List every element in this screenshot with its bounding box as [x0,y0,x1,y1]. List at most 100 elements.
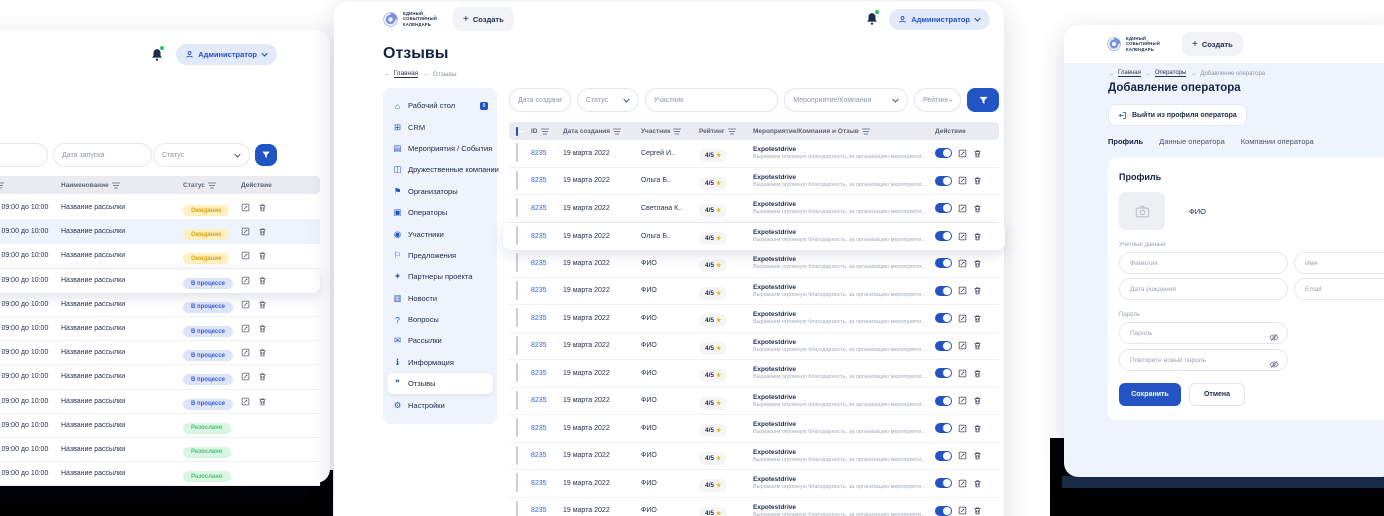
delete-button[interactable] [973,286,982,295]
rating-select[interactable]: Рейтинг [914,88,961,112]
edit-button[interactable] [958,424,967,433]
edit-button[interactable] [958,204,967,213]
tab[interactable]: Компании оператора [1240,137,1314,146]
delete-button[interactable] [258,251,267,260]
visibility-toggle[interactable] [935,395,952,406]
table-row[interactable]: 8235 19 марта 2022 Сергей И.. 4/5 ★ Expo… [509,140,999,168]
table-row[interactable]: 8235 19 марта 2022 Ольга Б.. 4/5 ★ Expot… [503,222,1005,250]
app-logo[interactable]: ЕДИНЫЙ СОБЫТИЙНЫЙ КАЛЕНДАРЬ [1106,36,1160,52]
visibility-toggle[interactable] [935,285,952,296]
review-id-link[interactable]: 8235 [531,342,547,350]
table-row[interactable]: 8235 19 марта 2022 ФИО 4/5 ★ Expotestdri… [509,277,999,305]
edit-button[interactable] [241,227,250,236]
table-row[interactable]: 8235 19 марта 2022 Ольга Б.. 4/5 ★ Expot… [509,167,999,195]
visibility-toggle[interactable] [935,203,952,214]
col-header-name[interactable]: Наименование [61,182,183,189]
col-header-participant[interactable]: Участник [641,128,699,135]
exit-operator-profile-button[interactable]: Выйти из профиля оператора [1108,104,1247,126]
sidebar-item[interactable]: ? Вопросы [387,309,493,330]
table-row[interactable]: с 09:00 до 10:00 Название рассылки Разос… [0,437,320,463]
sidebar-item[interactable]: ◉ Участники [393,228,444,239]
notifications-bell-icon[interactable] [865,9,881,27]
edit-button[interactable] [958,314,967,323]
event-company-select[interactable]: Мероприятие/Компания [784,88,908,112]
row-checkbox[interactable] [516,500,518,516]
table-row[interactable]: 8235 19 марта 2022 ФИО 4/5 ★ Expotestdri… [509,250,999,278]
participant-input[interactable] [644,88,779,112]
visibility-toggle[interactable] [935,450,952,461]
review-id-link[interactable]: 8235 [531,479,547,487]
last-name-input[interactable] [1119,252,1288,274]
apply-filters-button[interactable] [255,144,277,166]
table-row[interactable]: с 09:00 до 10:00 Название рассылки В про… [0,341,320,366]
col-header-review[interactable]: Мероприятие/Компания и Отзыв [753,128,935,135]
sidebar-item[interactable]: ⚙ Настройки [393,399,445,410]
tab[interactable]: Данные оператора [1159,137,1225,146]
edit-button[interactable] [241,276,250,285]
delete-button[interactable] [973,232,982,241]
table-row[interactable]: 8235 19 марта 2022 ФИО 4/5 ★ Expotestdri… [509,442,999,470]
cutoff-filter-input[interactable] [0,143,48,167]
delete-button[interactable] [973,479,982,488]
edit-button[interactable] [958,286,967,295]
edit-button[interactable] [958,149,967,158]
create-button[interactable]: + Создать [1182,32,1243,56]
visibility-toggle[interactable] [935,175,952,186]
email-input[interactable] [1294,278,1384,300]
status-select[interactable]: Статус [576,88,639,112]
visibility-toggle[interactable] [935,340,952,351]
delete-button[interactable] [973,369,982,378]
table-row[interactable]: с 09:00 до 10:00 Название рассылки Ожида… [0,196,320,221]
sidebar-item[interactable]: ▣ Операторы [393,207,448,218]
launch-date-field[interactable] [62,151,143,159]
row-checkbox[interactable] [516,335,518,355]
sidebar-item[interactable]: ⌂ Рабочий стол 8 [387,95,493,116]
edit-button[interactable] [958,341,967,350]
row-checkbox[interactable] [516,445,518,465]
table-row[interactable]: с 09:00 до 10:00 Название рассылки В про… [0,365,320,390]
delete-button[interactable] [973,314,982,323]
table-row[interactable]: с 09:00 до 10:00 Название рассылки Разос… [0,413,320,438]
col-header-status[interactable]: Статус [183,182,241,189]
row-checkbox[interactable] [516,418,518,438]
sidebar-item[interactable]: ⚑ Организаторы [393,185,458,196]
row-checkbox[interactable] [516,363,518,383]
sidebar-item[interactable]: ✦ Партнеры проекта [393,271,473,282]
create-button[interactable]: + Создать [453,7,514,31]
table-row[interactable]: с 09:00 до 10:00 Название рассылки В про… [0,389,320,414]
table-row[interactable]: с 09:00 до 10:00 Название рассылки В про… [0,268,320,293]
visibility-toggle[interactable] [935,313,952,324]
table-row[interactable]: с 09:00 до 10:00 Название рассылки В про… [0,316,320,342]
sidebar-item[interactable]: ❞ Отзывы [387,373,493,395]
row-checkbox[interactable] [516,170,518,190]
edit-button[interactable] [241,300,250,309]
edit-button[interactable] [958,259,967,268]
delete-button[interactable] [258,227,267,236]
delete-button[interactable] [973,204,982,213]
eye-off-icon[interactable] [1269,356,1279,374]
row-checkbox[interactable] [516,226,518,246]
table-row[interactable]: с 09:00 до 10:00 Название рассылки Разос… [0,462,320,487]
col-header-time[interactable] [0,182,61,189]
sidebar-item[interactable]: ✉ Рассылки [393,335,442,346]
table-row[interactable]: 8235 19 марта 2022 ФИО 4/5 ★ Expotestdri… [509,305,999,333]
edit-button[interactable] [241,397,250,406]
sidebar-item[interactable]: ⊞ CRM [393,121,426,132]
delete-button[interactable] [258,324,267,333]
delete-button[interactable] [973,259,982,268]
delete-button[interactable] [973,506,982,515]
edit-button[interactable] [241,251,250,260]
table-row[interactable]: 8235 19 марта 2022 Светлана К.. 4/5 ★ Ex… [509,195,999,223]
edit-button[interactable] [958,369,967,378]
edit-button[interactable] [958,451,967,460]
visibility-toggle[interactable] [935,258,952,269]
review-id-link[interactable]: 8235 [531,397,547,405]
delete-button[interactable] [973,149,982,158]
review-id-link[interactable]: 8235 [531,507,547,515]
repeat-password-input[interactable] [1119,349,1288,371]
sidebar-item[interactable]: ▥ Новости [393,292,438,303]
breadcrumb-item[interactable]: → Главная [1108,70,1141,77]
row-checkbox[interactable] [516,473,518,493]
table-row[interactable]: с 09:00 до 10:00 Название рассылки В про… [0,292,320,317]
review-id-link[interactable]: 8235 [531,177,547,185]
